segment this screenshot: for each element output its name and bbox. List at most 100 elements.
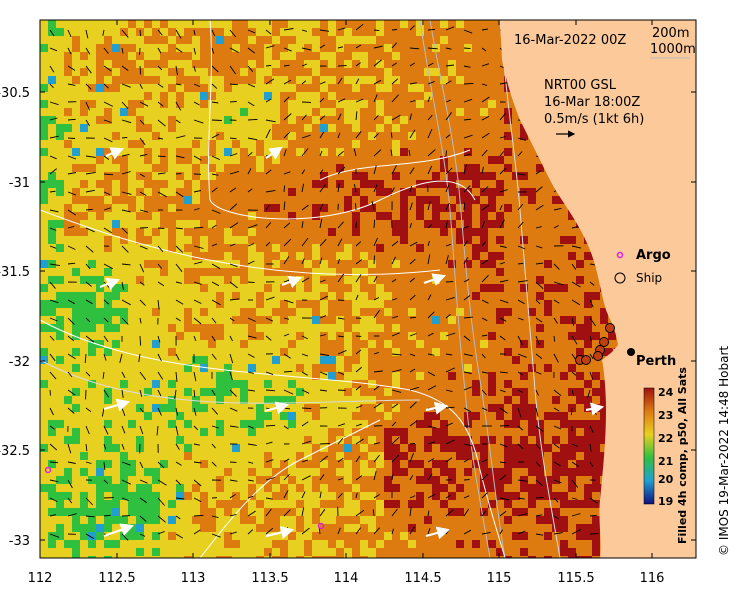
sst-cell	[96, 28, 104, 36]
sst-cell	[312, 260, 320, 268]
sst-cell	[480, 372, 488, 380]
sst-cell	[184, 428, 192, 436]
sst-cell	[168, 308, 176, 316]
sst-cell	[104, 356, 112, 364]
sst-cell	[184, 484, 192, 492]
sst-cell	[392, 364, 400, 372]
sst-cell	[232, 516, 240, 524]
sst-cell	[320, 148, 328, 156]
sst-cell	[512, 436, 520, 444]
sst-cell	[600, 444, 608, 452]
sst-cell	[136, 380, 144, 388]
sst-cell	[312, 332, 320, 340]
sst-cell	[456, 164, 464, 172]
sst-cell	[424, 444, 432, 452]
sst-cell	[352, 20, 360, 28]
sst-cell	[288, 76, 296, 84]
sst-cell	[360, 180, 368, 188]
sst-cell	[48, 404, 56, 412]
sst-cell	[184, 236, 192, 244]
sst-cell	[184, 292, 192, 300]
sst-cell	[464, 124, 472, 132]
sst-cell	[104, 396, 112, 404]
sst-cell	[360, 228, 368, 236]
sst-cell	[240, 532, 248, 540]
sst-cell	[200, 548, 208, 556]
sst-cell	[456, 556, 464, 558]
sst-cell	[56, 60, 64, 68]
sst-cell	[344, 340, 352, 348]
sst-cell	[496, 284, 504, 292]
sst-cell	[144, 52, 152, 60]
sst-cell	[216, 84, 224, 92]
sst-cell	[360, 204, 368, 212]
sst-cell	[200, 292, 208, 300]
sst-cell	[152, 140, 160, 148]
sst-cell	[496, 508, 504, 516]
sst-cell	[160, 508, 168, 516]
sst-cell	[400, 268, 408, 276]
sst-cell	[192, 60, 200, 68]
sst-cell	[504, 484, 512, 492]
sst-cell	[424, 148, 432, 156]
sst-cell	[384, 132, 392, 140]
sst-cell	[408, 388, 416, 396]
sst-cell	[280, 388, 288, 396]
sst-cell	[248, 132, 256, 140]
sst-cell	[48, 84, 56, 92]
sst-cell	[592, 300, 600, 308]
sst-cell	[344, 204, 352, 212]
sst-cell	[256, 148, 264, 156]
sst-cell	[144, 268, 152, 276]
sst-cell	[344, 468, 352, 476]
sst-cell	[104, 204, 112, 212]
sst-cell	[200, 332, 208, 340]
sst-cell	[560, 428, 568, 436]
sst-cell	[88, 60, 96, 68]
sst-cell	[160, 252, 168, 260]
sst-cell	[120, 188, 128, 196]
sst-cell	[184, 204, 192, 212]
sst-cell	[336, 468, 344, 476]
sst-cell	[128, 92, 136, 100]
sst-cell	[264, 420, 272, 428]
sst-cell	[144, 236, 152, 244]
sst-cell	[112, 356, 120, 364]
sst-cell	[432, 460, 440, 468]
sst-cell	[232, 500, 240, 508]
sst-cell	[216, 356, 224, 364]
sst-cell	[312, 236, 320, 244]
sst-cell	[88, 52, 96, 60]
sst-cell	[544, 508, 552, 516]
sst-cell	[264, 220, 272, 228]
sst-cell	[576, 436, 584, 444]
sst-cell	[336, 28, 344, 36]
sst-cell	[392, 532, 400, 540]
sst-cell	[40, 324, 48, 332]
sst-cell	[432, 236, 440, 244]
sst-cell	[208, 60, 216, 68]
sst-cell	[128, 212, 136, 220]
sst-cell	[472, 372, 480, 380]
sst-cell	[456, 172, 464, 180]
sst-cell	[224, 524, 232, 532]
sst-cell	[504, 524, 512, 532]
sst-cell	[72, 388, 80, 396]
sst-cell	[88, 220, 96, 228]
sst-cell	[456, 364, 464, 372]
sst-cell	[536, 204, 544, 212]
sst-cell	[88, 356, 96, 364]
sst-cell	[272, 44, 280, 52]
sst-cell	[480, 324, 488, 332]
sst-cell	[560, 396, 568, 404]
sst-cell	[296, 348, 304, 356]
sst-cell	[160, 356, 168, 364]
sst-cell	[472, 36, 480, 44]
sst-cell	[424, 132, 432, 140]
sst-cell	[152, 156, 160, 164]
sst-cell	[248, 420, 256, 428]
sst-cell	[432, 244, 440, 252]
sst-cell	[480, 156, 488, 164]
sst-cell	[424, 300, 432, 308]
sst-cell	[160, 516, 168, 524]
